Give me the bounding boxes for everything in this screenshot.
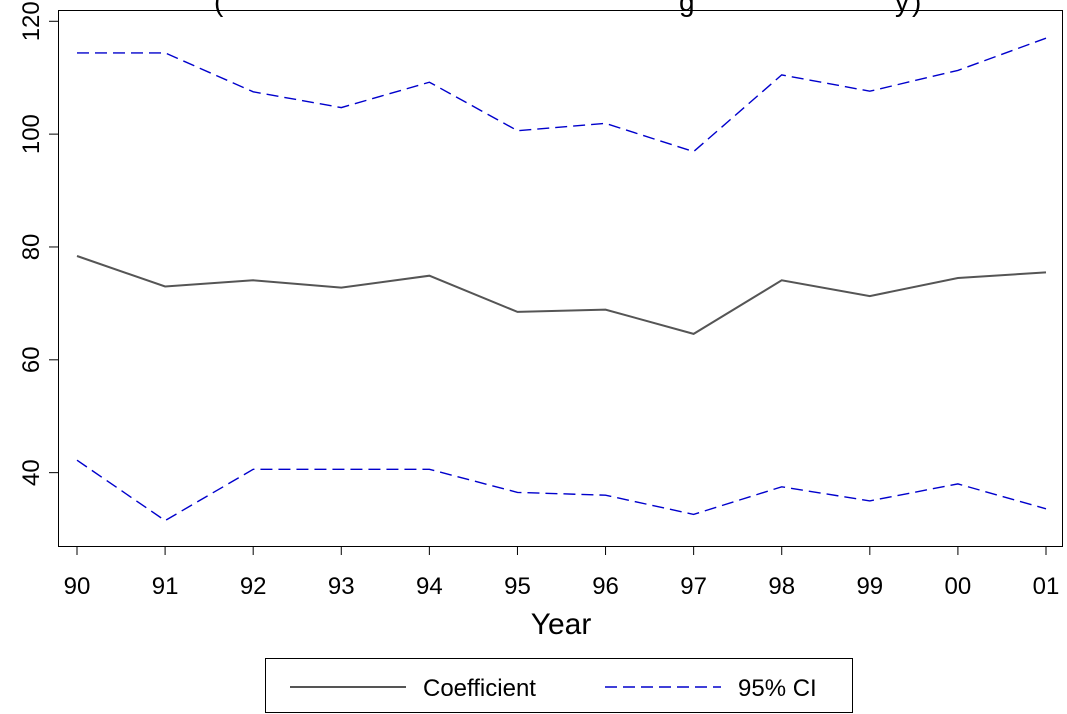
x-tick-label-97: 97 [680, 573, 707, 600]
x-tick-label-99: 99 [856, 573, 883, 600]
legend: Coefficient 95% CI [265, 658, 853, 713]
x-tick-label-94: 94 [416, 573, 443, 600]
y-tick-label-100: 100 [18, 114, 45, 154]
chart-title-end: ) [912, 0, 921, 17]
y-axis-ticks: 40 60 80 100 120 [18, 1, 58, 486]
y-tick-label-120: 120 [18, 1, 45, 41]
x-tick-label-92: 92 [240, 573, 267, 600]
series-line-coefficient [76, 255, 1047, 335]
x-tick-label-96: 96 [592, 573, 619, 600]
chart-title-start: ( [214, 0, 224, 17]
x-tick-label-95: 95 [504, 573, 531, 600]
plot-area-border [58, 10, 1063, 547]
chart-title-middle: g [679, 0, 695, 17]
x-tick-label-90: 90 [64, 573, 91, 600]
x-tick-label-91: 91 [152, 573, 179, 600]
chart-title: ( g y ) [214, 0, 921, 17]
x-axis-ticks: 90 91 92 93 94 95 96 97 98 99 00 01 [64, 546, 1060, 600]
y-tick-label-60: 60 [18, 346, 45, 373]
series-lines [76, 37, 1047, 522]
y-tick-label-40: 40 [18, 459, 45, 486]
legend-label-coefficient: Coefficient [423, 675, 536, 702]
series-line-ci-lower [76, 459, 1047, 522]
chart-title-tail: y [895, 0, 909, 17]
series-line-ci-upper [77, 37, 1047, 153]
x-axis-title: Year [531, 608, 592, 641]
x-tick-label-98: 98 [768, 573, 795, 600]
x-tick-label-00: 00 [945, 573, 972, 600]
x-tick-label-01: 01 [1033, 573, 1060, 600]
x-tick-label-93: 93 [328, 573, 355, 600]
y-tick-label-80: 80 [18, 234, 45, 261]
legend-box [265, 658, 853, 713]
legend-label-ci: 95% CI [738, 675, 817, 702]
